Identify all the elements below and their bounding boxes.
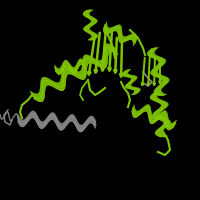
Polygon shape	[55, 59, 85, 75]
Polygon shape	[150, 92, 171, 137]
Polygon shape	[122, 69, 140, 95]
Polygon shape	[18, 111, 96, 132]
Polygon shape	[30, 44, 118, 102]
Polygon shape	[103, 22, 137, 46]
Polygon shape	[83, 10, 98, 40]
Polygon shape	[132, 105, 176, 130]
Polygon shape	[147, 47, 169, 96]
